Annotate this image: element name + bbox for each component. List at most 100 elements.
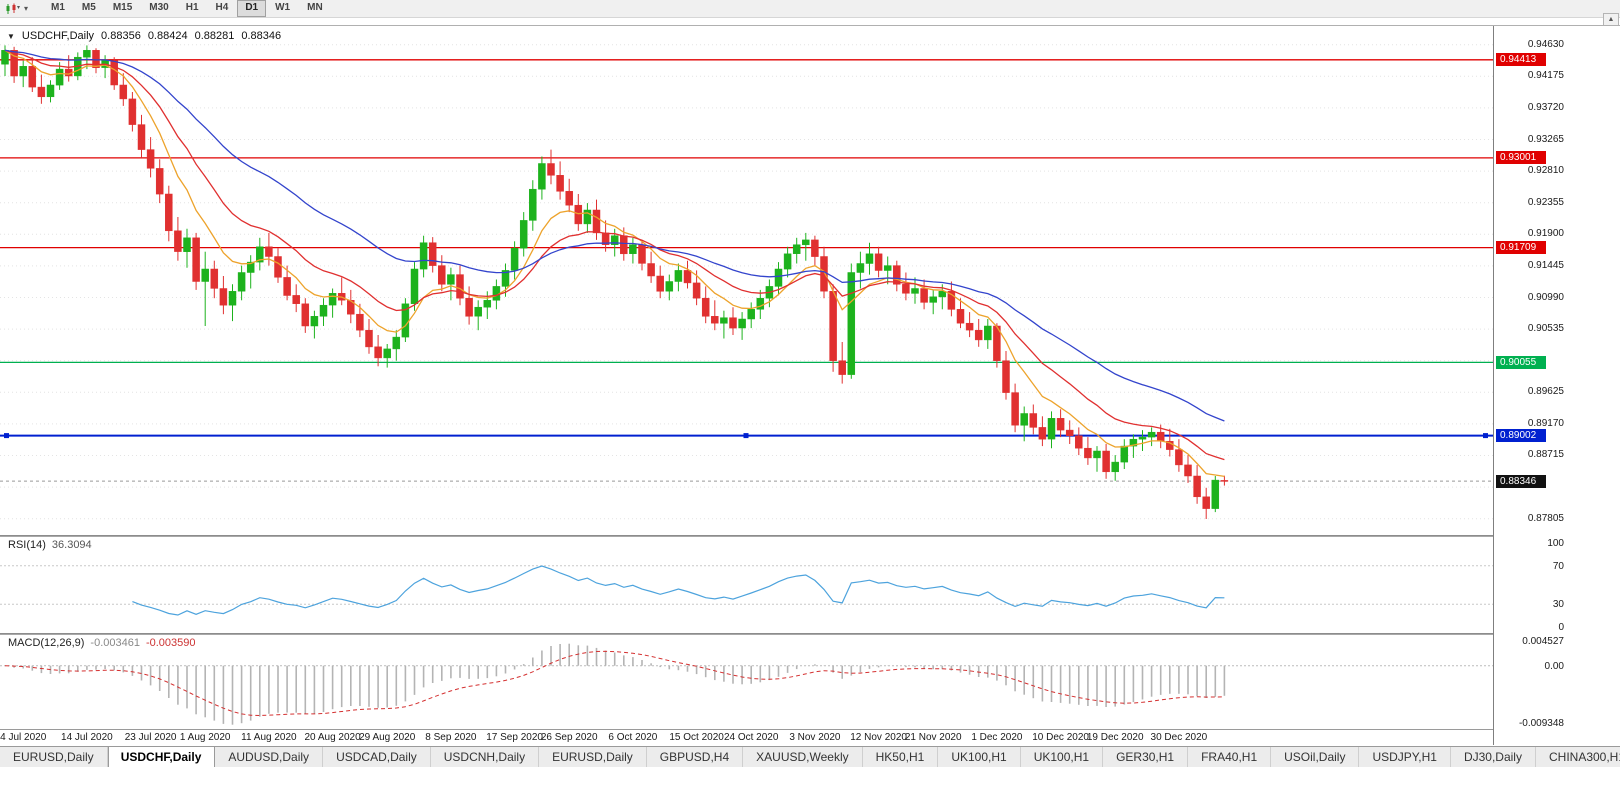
date-axis-label: 15 Oct 2020 [669,732,724,743]
rsi-label: RSI(14) 36.3094 [8,539,92,551]
price-axis-label: 0.90535 [1527,323,1564,335]
date-axis-separator [0,729,1620,730]
ohlc-open: 0.88356 [101,30,141,42]
chart-tab-dj30-daily[interactable]: DJ30,Daily [1450,747,1536,767]
price-axis[interactable]: 0.94630 0.94175 0.93720 0.93265 0.92810 0.923… [1493,26,1620,745]
rsi-axis-label: 0 [1558,622,1564,633]
toolbar: ▾ M1 M5 M15 M30 H1 H4 D1 W1 MN [0,0,1620,18]
timeframe-button-d1[interactable]: D1 [237,0,267,17]
timeframe-button-h1[interactable]: H1 [185,2,199,13]
ohlc-close: 0.88346 [241,30,282,42]
date-axis-label: 20 Aug 2020 [304,732,361,743]
chart-tab-usoil-daily[interactable]: USOil,Daily [1271,747,1360,767]
chart-tab-audusd-daily[interactable]: AUDUSD,Daily [215,747,324,767]
date-axis-label: 24 Oct 2020 [723,732,779,743]
date-axis-label: 3 Nov 2020 [789,732,841,743]
main-chart-plot[interactable] [0,26,1493,535]
timeframe-buttons: M1 M5 M15 M30 H1 H4 D1 W1 MN [43,0,331,17]
price-axis-label: 0.91900 [1527,228,1564,240]
macd-axis-label: 0.00 [1544,660,1564,672]
price-badge: 0.90055 [1496,355,1546,369]
date-axis-label: 6 Oct 2020 [608,732,658,743]
macd-axis-label: 0.004527 [1522,636,1564,647]
price-axis-label: 0.90990 [1527,291,1564,303]
chart-tab-usdchf-daily[interactable]: USDCHF,Daily [107,747,216,767]
macd-panel[interactable]: MACD(12,26,9) -0.003461 -0.003590 [0,635,1493,729]
ohlc-low: 0.88281 [194,30,235,42]
chart-tab-usdcnh-daily[interactable]: USDCNH,Daily [430,747,540,767]
panel-splitter[interactable] [0,633,1620,635]
chart-tab-gbpusd-h4[interactable]: GBPUSD,H4 [646,747,744,767]
chart-tab-china300-h1[interactable]: CHINA300,H1 [1535,747,1620,767]
macd-main-value: -0.003461 [90,637,140,649]
timeframe-button-h4[interactable]: H4 [215,2,229,13]
price-badge: 0.94413 [1496,53,1546,67]
date-axis[interactable]: 4 Jul 2020 14 Jul 2020 23 Jul 2020 1 Aug 20… [0,730,1493,746]
rsi-axis-label: 70 [1552,560,1564,572]
timeframe-button-m5[interactable]: M5 [81,2,96,13]
macd-name: MACD(12,26,9) [8,637,85,649]
price-axis-label: 0.92355 [1527,196,1564,208]
price-badge: 0.91709 [1496,241,1546,255]
rsi-value: 36.3094 [51,539,92,551]
chart-tab-eurusd-daily[interactable]: EURUSD,Daily [539,747,647,767]
timeframe-button-m1[interactable]: M1 [51,2,65,13]
timeframe-button-m30[interactable]: M30 [149,2,169,13]
chart-tab-xauusd-weekly[interactable]: XAUUSD,Weekly [743,747,863,767]
chart-tab-eurusd-daily[interactable]: EURUSD,Daily [0,747,108,767]
price-axis-label: 0.94175 [1527,70,1564,82]
chart-tab-usdjpy-h1[interactable]: USDJPY,H1 [1359,747,1451,767]
price-axis-label: 0.89625 [1527,386,1564,398]
timeframe-button-m15[interactable]: M15 [112,2,133,13]
chart-tab-usdcad-daily[interactable]: USDCAD,Daily [323,747,431,767]
date-axis-label: 30 Dec 2020 [1150,732,1208,743]
macd-signal-value: -0.003590 [145,637,196,649]
date-axis-label: 1 Aug 2020 [179,732,231,743]
price-axis-label: 0.94630 [1527,38,1564,50]
price-axis-label: 0.93265 [1527,133,1564,145]
timeframe-button-mn[interactable]: MN [307,2,323,13]
date-axis-label: 23 Jul 2020 [124,732,177,743]
price-axis-label: 0.92810 [1527,165,1564,177]
date-axis-label: 10 Dec 2020 [1032,732,1089,743]
collapse-triangle-icon[interactable]: ▼ [7,31,15,41]
date-axis-label: 4 Jul 2020 [0,732,47,743]
date-axis-label: 11 Aug 2020 [241,732,297,743]
date-axis-label: 1 Dec 2020 [971,732,1023,743]
date-axis-label: 12 Nov 2020 [850,732,907,743]
macd-axis-label: -0.009348 [1518,718,1564,729]
price-axis-label: 0.91445 [1527,259,1564,271]
chart-ohlc-readout: ▼ USDCHF,Daily 0.88356 0.88424 0.88281 0… [7,30,281,42]
date-axis-label: 19 Dec 2020 [1086,732,1144,743]
rsi-panel[interactable]: RSI(14) 36.3094 [0,537,1493,633]
chart-tab-hk50-h1[interactable]: HK50,H1 [862,747,939,767]
rsi-axis-label: 30 [1552,599,1564,611]
chart-tabs: EURUSD,Daily USDCHF,Daily AUDUSD,Daily USDC… [0,747,1620,767]
timeframe-button-w1[interactable]: W1 [275,2,291,13]
date-axis-label: 21 Nov 2020 [904,732,962,743]
price-axis-label: 0.89170 [1527,417,1564,429]
rsi-name: RSI(14) [8,539,46,551]
chart-tab-uk100-h1[interactable]: UK100,H1 [1020,747,1104,767]
date-axis-label: 17 Sep 2020 [486,732,543,743]
chart-tab-uk100-h1[interactable]: UK100,H1 [938,747,1021,767]
chart-tab-ger30-h1[interactable]: GER30,H1 [1103,747,1189,767]
ohlc-high: 0.88424 [147,30,188,42]
price-badge: 0.89002 [1496,429,1546,443]
chart-tabs-bar: EURUSD,Daily USDCHF,Daily AUDUSD,Daily USDC… [0,746,1620,767]
date-axis-label: 26 Sep 2020 [540,732,598,743]
chart-type-icon[interactable] [4,2,22,16]
dropdown-caret-icon[interactable]: ▾ [24,4,29,13]
price-axis-label: 0.93720 [1527,101,1564,113]
chart-frame-top [0,25,1620,26]
price-axis-label: 0.87805 [1527,512,1564,524]
panel-splitter[interactable] [0,535,1620,537]
date-axis-label: 29 Aug 2020 [359,732,416,743]
chart-tab-fra40-h1[interactable]: FRA40,H1 [1188,747,1272,767]
date-axis-label: 8 Sep 2020 [425,732,477,743]
date-axis-label: 14 Jul 2020 [61,732,113,743]
price-badge: 0.88346 [1496,474,1546,488]
price-axis-label: 0.88715 [1527,449,1564,461]
chart-symbol: USDCHF,Daily [21,30,95,42]
rsi-axis-label: 100 [1547,538,1564,549]
